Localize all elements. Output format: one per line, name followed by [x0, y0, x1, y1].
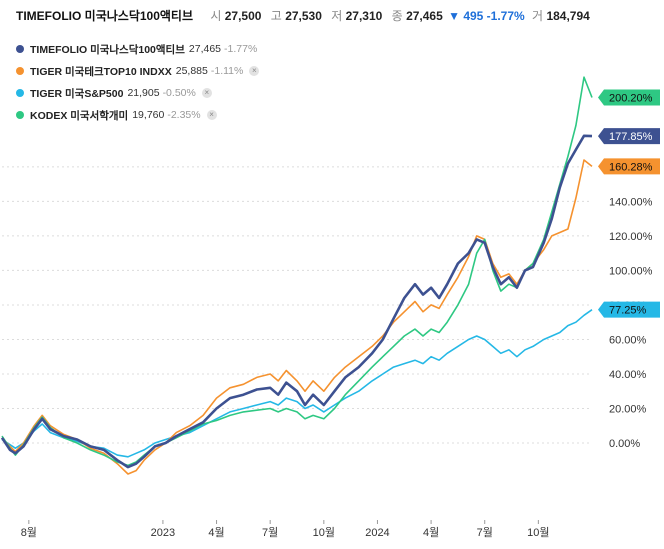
x-tick-label: 2024 — [365, 527, 389, 539]
value-tag — [598, 89, 660, 106]
gridlines — [2, 166, 592, 444]
legend-value: 19,760 — [132, 109, 165, 121]
legend-name: TIMEFOLIO 미국나스닥100액티브 — [30, 43, 185, 56]
y-tick-label: 40.00% — [609, 369, 647, 381]
x-tick-label: 10월 — [527, 526, 549, 539]
high-label: 고 — [270, 9, 282, 23]
series-color-dot — [16, 89, 24, 97]
legend: TIMEFOLIO 미국나스닥100액티브 27,465 -1.77% TIGE… — [16, 38, 263, 126]
legend-name: TIGER 미국테크TOP10 INDXX — [30, 65, 172, 78]
x-tick-label: 8월 — [21, 526, 37, 539]
legend-item[interactable]: KODEX 미국서학개미 19,760 -2.35% × — [16, 104, 263, 126]
open-value: 27,500 — [224, 9, 262, 23]
y-tick-label: 0.00% — [609, 438, 640, 450]
value-tag-label: 177.85% — [609, 131, 653, 143]
y-tick-label: 100.00% — [609, 265, 653, 277]
legend-value: 27,465 — [188, 43, 222, 55]
fund-name: TIMEFOLIO 미국나스닥100액티브 — [16, 9, 194, 23]
close-label: 종 — [391, 9, 403, 23]
y-tick-label: 140.00% — [609, 196, 653, 208]
x-tick-label: 7월 — [262, 526, 278, 539]
legend-item[interactable]: TIMEFOLIO 미국나스닥100액티브 27,465 -1.77% — [16, 38, 263, 60]
remove-series-button[interactable]: × — [249, 66, 260, 76]
legend-change: -1.11% — [210, 65, 244, 77]
low-label: 저 — [331, 9, 343, 23]
low-value: 27,310 — [345, 9, 383, 23]
value-tag — [598, 301, 660, 318]
legend-name: KODEX 미국서학개미 — [30, 109, 129, 122]
series-color-dot — [16, 67, 24, 75]
x-tick-label: 2023 — [151, 527, 175, 539]
legend-item[interactable]: TIGER 미국테크TOP10 INDXX 25,885 -1.11% × — [16, 60, 263, 82]
legend-change: -2.35% — [167, 109, 201, 121]
y-tick-label: 60.00% — [609, 334, 647, 346]
close-value: 27,465 — [406, 9, 443, 23]
end-value-tags: 200.20% 177.85% 160.28% 77.25% — [598, 89, 660, 318]
x-axis: 8월 2023 4월 7월 10월 2024 4월 7월 10월 — [21, 520, 550, 539]
x-tick-label: 7월 — [477, 526, 493, 539]
value-tag — [598, 128, 660, 145]
value-tag — [598, 158, 660, 175]
legend-change: -0.50% — [162, 87, 196, 99]
volume-label: 거 — [532, 9, 544, 23]
remove-series-button[interactable]: × — [201, 88, 212, 98]
series-color-dot — [16, 45, 24, 53]
series-layer — [0, 76, 593, 475]
value-tag-label: 200.20% — [609, 93, 653, 105]
legend-value: 21,905 — [127, 87, 160, 99]
legend-name: TIGER 미국S&P500 — [30, 87, 124, 100]
change-value: ▼ 495 -1.77% — [448, 9, 525, 23]
y-tick-label: 120.00% — [609, 231, 653, 243]
value-tag-label: 77.25% — [609, 305, 647, 317]
series-line — [0, 134, 593, 469]
high-value: 27,530 — [285, 9, 322, 23]
series-line — [1, 76, 593, 467]
series-line — [1, 309, 593, 458]
open-label: 시 — [210, 9, 222, 23]
legend-item[interactable]: TIGER 미국S&P500 21,905 -0.50% × — [16, 82, 263, 104]
value-tag-label: 160.28% — [609, 161, 653, 173]
price-header: TIMEFOLIO 미국나스닥100액티브 시 27,500 고 27,530 … — [16, 7, 592, 24]
legend-change: -1.77% — [224, 43, 258, 55]
x-tick-label: 4월 — [423, 526, 439, 539]
x-tick-label: 10월 — [313, 526, 335, 539]
x-tick-label: 4월 — [208, 526, 224, 539]
legend-value: 25,885 — [175, 65, 208, 77]
y-tick-label: 20.00% — [609, 403, 647, 415]
volume-value: 184,794 — [546, 9, 590, 23]
series-line — [1, 159, 593, 475]
remove-series-button[interactable]: × — [206, 110, 217, 120]
series-color-dot — [16, 111, 24, 119]
